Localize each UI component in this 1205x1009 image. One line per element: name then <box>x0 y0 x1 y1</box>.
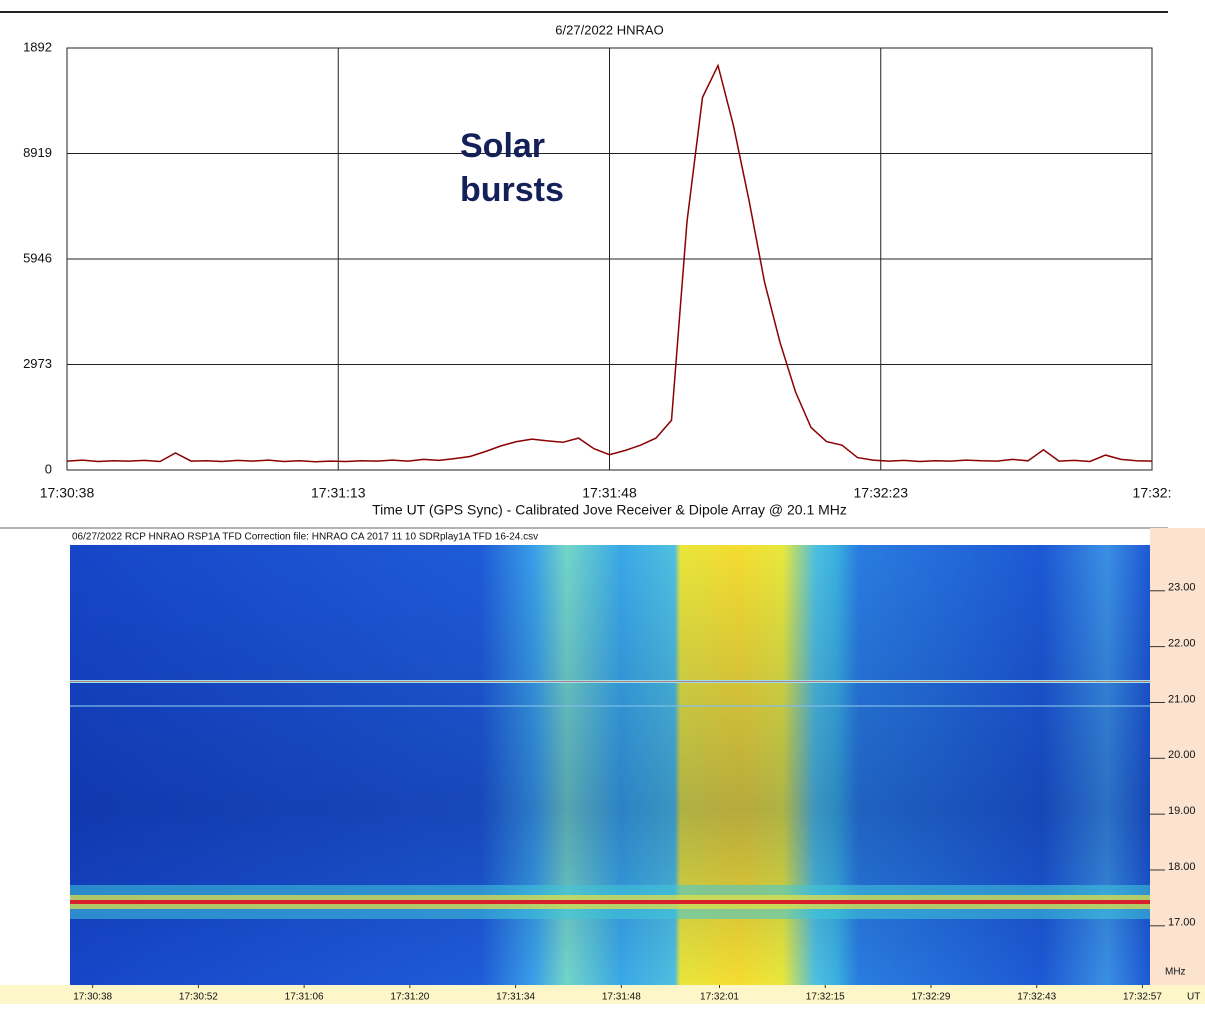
x-tick-label: 17:31:34 <box>496 992 535 1003</box>
x-tick-label: 17:31:20 <box>390 992 429 1003</box>
y-tick-label: 23.00 <box>1168 582 1196 594</box>
y-tick-label: 17.00 <box>1168 917 1196 929</box>
x-tick-label: 17:30:38 <box>40 485 95 501</box>
x-tick-label: 17:31:48 <box>582 485 637 501</box>
spectrogram-side-panel <box>1150 528 1205 1004</box>
y-tick-label: 21.00 <box>1168 693 1196 705</box>
x-tick-label: 17:32:01 <box>700 992 739 1003</box>
x-axis-label: Time UT (GPS Sync) - Calibrated Jove Rec… <box>372 502 847 518</box>
y-tick-label: 1892 <box>23 39 52 54</box>
chart-title: 6/27/2022 HNRAO <box>555 22 663 37</box>
x-tick-label: 17:32:15 <box>806 992 845 1003</box>
y-tick-label: 8919 <box>23 145 52 160</box>
annotation: Solar bursts <box>460 127 564 209</box>
y-axis-label: MHz <box>1165 967 1186 978</box>
y-tick-label: 2973 <box>23 356 52 371</box>
x-tick-label: 17:32: <box>1133 485 1172 501</box>
x-tick-label: 17:30:38 <box>73 992 112 1003</box>
spectrogram-time-strip <box>0 985 1205 1004</box>
y-tick-label: 19.00 <box>1168 805 1196 817</box>
y-tick-label: 18.00 <box>1168 861 1196 873</box>
y-tick-label: 5946 <box>23 250 52 265</box>
spectrogram-line <box>70 681 1150 682</box>
y-tick-label: 22.00 <box>1168 638 1196 650</box>
x-tick-label: 17:32:29 <box>912 992 951 1003</box>
x-tick-label: 17:31:13 <box>311 485 366 501</box>
x-axis-label: UT <box>1187 992 1200 1003</box>
x-tick-label: 17:31:48 <box>602 992 641 1003</box>
x-tick-label: 17:31:06 <box>285 992 324 1003</box>
x-tick-label: 17:30:52 <box>179 992 218 1003</box>
x-tick-label: 17:32:57 <box>1123 992 1162 1003</box>
x-tick-label: 17:32:23 <box>854 485 909 501</box>
spectrogram-line <box>70 900 1150 904</box>
y-tick-label: 0 <box>45 461 52 476</box>
spectrogram-line <box>70 705 1150 707</box>
spectrogram-title: 06/27/2022 RCP HNRAO RSP1A TFD Correctio… <box>72 532 538 543</box>
y-tick-label: 20.00 <box>1168 749 1196 761</box>
x-tick-label: 17:32:43 <box>1017 992 1056 1003</box>
data-line <box>66 63 1153 463</box>
